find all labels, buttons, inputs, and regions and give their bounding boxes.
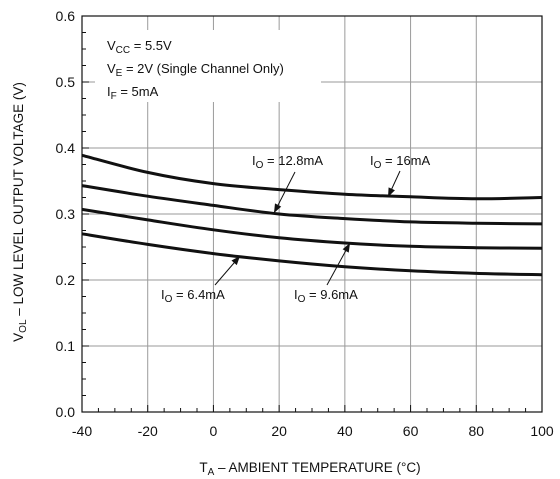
x-tick-label: 40 — [337, 423, 353, 439]
arrow-16ma — [387, 170, 401, 198]
curves — [81, 153, 543, 277]
conditions-box — [95, 30, 321, 102]
arrowhead — [388, 187, 395, 197]
y-ticks: 0.0 0.1 0.2 0.3 0.4 0.5 0.6 — [56, 8, 89, 420]
y-tick-label: 0.4 — [56, 140, 76, 156]
annotation-arrows — [214, 170, 401, 286]
x-ticks: -40 -20 0 20 40 60 80 100 — [72, 405, 554, 439]
arrow-6-4ma — [214, 255, 241, 286]
x-tick-label: 60 — [403, 423, 419, 439]
y-tick-label: 0.3 — [56, 206, 76, 222]
series-line-2 — [81, 207, 543, 250]
x-tick-label: 20 — [271, 423, 287, 439]
x-tick-label: -20 — [138, 423, 158, 439]
x-tick-label: 100 — [530, 423, 554, 439]
series-label-6-4ma: IO = 6.4mA — [161, 287, 225, 305]
arrow-9-6ma — [326, 242, 351, 286]
x-tick-label: 0 — [210, 423, 218, 439]
series-line-3 — [81, 232, 543, 277]
x-tick-label: 80 — [468, 423, 484, 439]
arrowhead — [231, 256, 240, 266]
x-tick-label: -40 — [72, 423, 92, 439]
series-label-12-8ma: IO = 12.8mA — [252, 153, 323, 171]
series-label-16ma: IO = 16mA — [370, 153, 431, 171]
arrow-12-8ma — [273, 171, 296, 214]
y-tick-label: 0.0 — [56, 404, 76, 420]
series-line-1 — [81, 184, 543, 226]
arrowhead — [342, 243, 350, 253]
y-tick-label: 0.6 — [56, 8, 76, 24]
condition-vcc: VCC = 5.5V — [107, 38, 172, 56]
y-tick-label: 0.5 — [56, 74, 76, 90]
y-tick-label: 0.1 — [56, 338, 76, 354]
series-line-0 — [81, 153, 543, 201]
y-axis-label: VOL – LOW LEVEL OUTPUT VOLTAGE (V) — [11, 82, 29, 342]
series-label-9-6ma: IO = 9.6mA — [294, 287, 358, 305]
y-tick-label: 0.2 — [56, 272, 76, 288]
condition-ve: VE = 2V (Single Channel Only) — [107, 61, 284, 79]
x-axis-label: TA – AMBIENT TEMPERATURE (°C) — [199, 460, 420, 478]
arrowhead — [274, 203, 282, 213]
condition-if: IF = 5mA — [107, 84, 159, 102]
